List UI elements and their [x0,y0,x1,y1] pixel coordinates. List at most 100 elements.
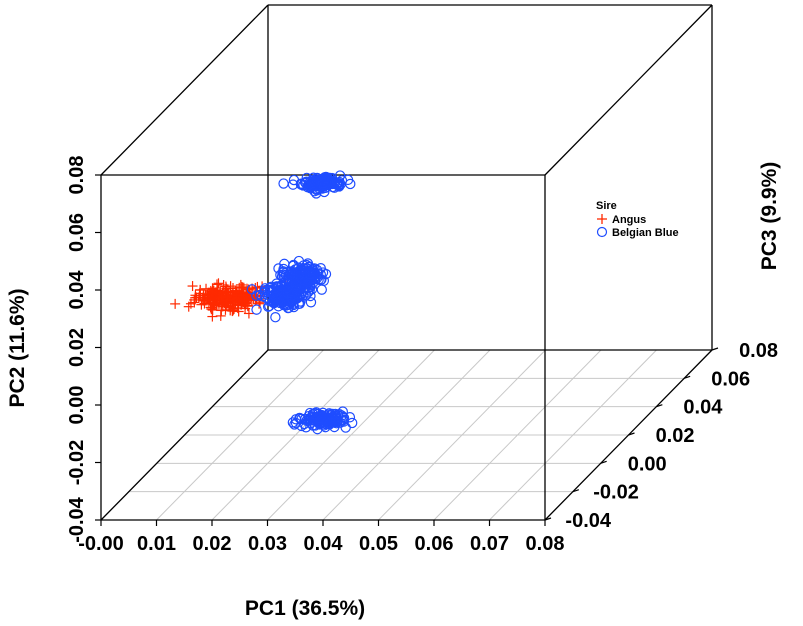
x-tick-label: 0.06 [415,533,454,555]
data-point-angus [222,291,233,302]
x-tick-labels: -0.00 0.01 0.02 0.03 0.04 0.05 0.06 0.07 0.08 [78,520,564,555]
data-point-angus [228,283,239,294]
data-point-angus [214,293,225,304]
box-edge [100,349,269,521]
data-point-belgian-blue [287,270,299,281]
data-point-angus [206,304,217,315]
data-point-belgian-blue [299,276,310,287]
legend-label-angus: Angus [612,214,646,226]
data-point-belgian-blue [266,281,277,292]
data-point-angus [235,279,246,290]
x-tick-label: 0.05 [359,533,398,555]
data-point-belgian-blue [300,277,311,288]
data-point-belgian-blue [278,178,289,189]
data-point-belgian-blue [319,186,330,198]
data-point-belgian-blue [270,291,281,303]
box-edge [544,4,713,176]
data-point-angus [198,295,209,306]
data-point-belgian-blue [259,285,271,296]
x-tick-label: -0.00 [78,533,124,555]
data-point-belgian-blue [299,418,310,430]
legend-marker-angus [597,214,607,224]
data-point-belgian-blue [322,414,333,425]
legend-title: Sire [596,200,617,212]
z-tick-label: 0.08 [739,340,778,362]
data-point-angus [201,283,212,294]
y-tick-label: 0.04 [66,270,88,310]
data-point-belgian-blue [336,410,348,421]
data-point-belgian-blue [312,268,324,280]
data-points [170,170,358,435]
data-point-angus [190,292,201,303]
legend-item-belgian-blue: Belgian Blue [596,226,679,239]
x-tick-label: 0.07 [470,533,509,555]
data-point-belgian-blue [299,272,310,283]
y-tick-label: 0.00 [66,386,88,425]
box-edges [100,4,713,521]
data-point-angus [242,301,253,312]
data-point-angus [200,289,211,300]
data-point-angus [185,298,196,309]
z-tick-mark [544,517,552,521]
z-axis-title: PC3 (9.9%) [758,162,781,271]
x-tick-label: 0.04 [304,533,344,555]
z-tick-mark [572,489,580,493]
z-tick-mark [683,375,691,379]
legend-marker-belgian-blue [596,226,608,238]
z-tick-label: -0.02 [593,482,639,504]
data-point-belgian-blue [334,176,345,188]
data-point-angus [231,293,242,304]
data-point-belgian-blue [314,411,325,422]
data-point-belgian-blue [320,421,331,433]
z-tick-mark [711,347,719,351]
y-axis-title: PC2 (11.6%) [6,288,29,407]
z-tick-label: -0.04 [565,510,611,532]
y-tick-label: 0.02 [66,328,88,367]
data-point-angus [216,292,227,303]
z-tick-label: 0.04 [683,397,723,419]
data-point-angus [196,299,207,310]
y-tick-label: 0.06 [66,213,88,252]
floor-grid [100,349,713,521]
data-point-belgian-blue [305,297,317,308]
data-point-angus [221,298,232,309]
x-tick-label: 0.01 [137,533,176,555]
data-point-belgian-blue [334,409,345,420]
y-tick-label: -0.04 [66,496,88,542]
data-point-belgian-blue [317,175,328,186]
data-point-angus [225,281,236,292]
data-point-belgian-blue [278,266,289,277]
data-point-belgian-blue [329,177,341,188]
data-point-belgian-blue [291,279,302,291]
data-point-angus [207,299,218,310]
data-point-belgian-blue [251,304,262,315]
z-tick-mark [600,460,607,464]
data-point-angus [207,284,218,295]
z-tick-label: 0.06 [711,368,750,390]
data-point-angus [170,298,181,309]
box-edge [100,4,269,176]
data-point-angus [199,294,210,305]
data-point-belgian-blue [264,295,276,306]
data-point-belgian-blue [296,413,307,425]
z-tick-mark [656,404,663,408]
data-point-angus [207,311,218,322]
data-point-belgian-blue [278,296,290,307]
x-tick-label: 0.02 [193,533,232,555]
data-point-belgian-blue [289,419,300,430]
data-point-belgian-blue [337,414,349,426]
y-tick-label: 0.08 [66,156,88,195]
data-point-angus [187,281,198,292]
x-tick-label: 0.08 [526,533,565,555]
data-point-belgian-blue [316,284,327,295]
y-tick-label: -0.02 [66,440,88,486]
data-point-belgian-blue [306,275,317,286]
data-point-belgian-blue [305,268,316,280]
z-tick-label: 0.02 [656,425,695,447]
data-point-angus [211,279,222,290]
data-point-belgian-blue [271,293,282,304]
legend-label-belgian-blue: Belgian Blue [612,227,679,239]
data-point-belgian-blue [270,312,281,323]
data-point-belgian-blue [298,179,309,191]
